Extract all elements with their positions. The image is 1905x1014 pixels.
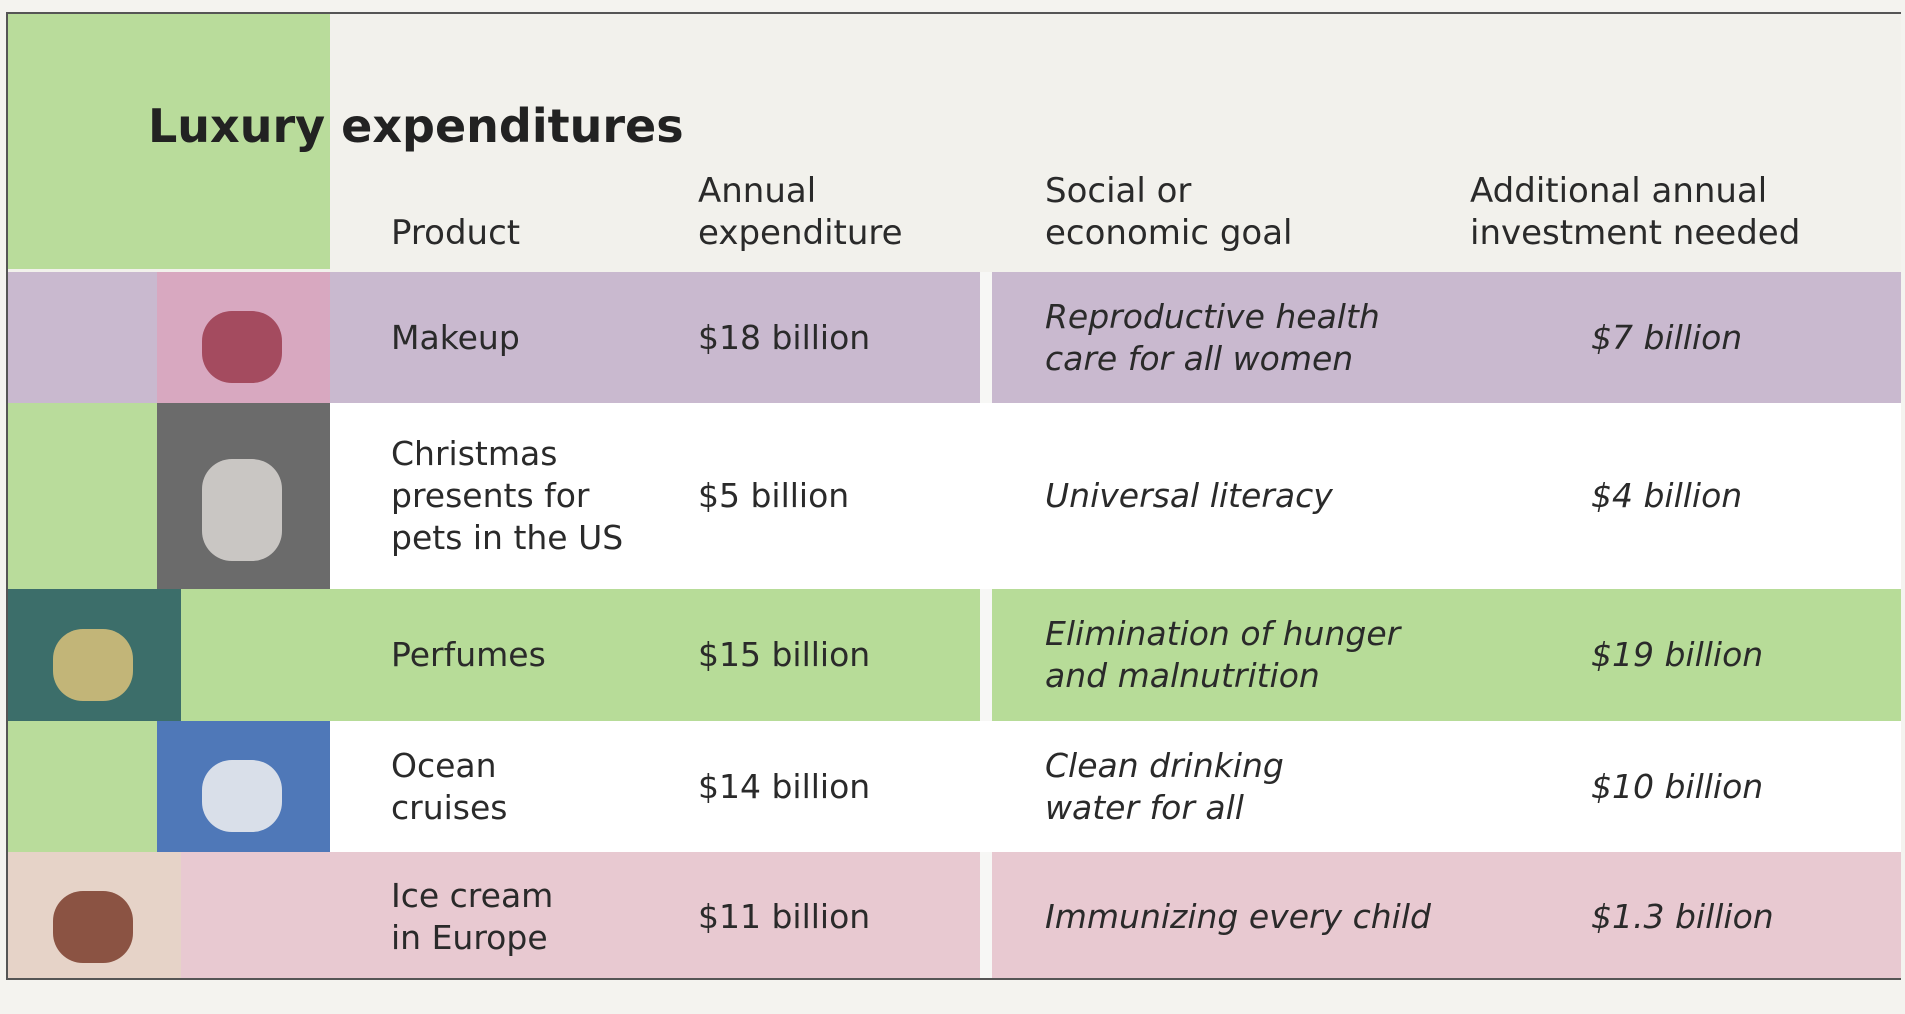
table-frame: Luxury expenditures Product Annual expend… — [6, 12, 1901, 980]
table-cell: $10 billion — [1591, 721, 1763, 852]
table-cell: Universal literacy — [1045, 403, 1333, 589]
table-cell: Immunizing every child — [1045, 852, 1431, 980]
column-header: Product — [391, 164, 520, 254]
table-cell: $5 billion — [698, 403, 849, 589]
table-cell: $14 billion — [698, 721, 870, 852]
column-header: Annual expenditure — [698, 164, 903, 254]
table-cell: Reproductive health care for all women — [1045, 272, 1380, 403]
product-image — [157, 272, 330, 403]
image-detail — [202, 459, 282, 561]
table-cell: $11 billion — [698, 852, 870, 980]
table-cell: $1.3 billion — [1591, 852, 1774, 980]
product-image — [8, 589, 181, 721]
table-cell: $18 billion — [698, 272, 870, 403]
table-cell: Makeup — [391, 272, 520, 403]
image-detail — [53, 891, 133, 963]
product-image — [157, 721, 330, 852]
column-gap — [980, 272, 992, 403]
table-cell: $15 billion — [698, 589, 870, 721]
table-cell: Ice cream in Europe — [391, 852, 553, 980]
title: Luxury expenditures — [148, 99, 684, 153]
table-cell: $19 billion — [1591, 589, 1763, 721]
column-header: Additional annual investment needed — [1470, 164, 1800, 254]
column-gap — [980, 589, 992, 721]
image-detail — [202, 760, 282, 832]
row-left-band — [8, 721, 157, 852]
product-image — [157, 403, 330, 589]
row-left-band — [8, 403, 157, 589]
table-cell: $7 billion — [1591, 272, 1742, 403]
table-cell: Elimination of hunger and malnutrition — [1045, 589, 1400, 721]
table-cell: Christmas presents for pets in the US — [391, 403, 623, 589]
table-cell: $4 billion — [1591, 403, 1742, 589]
product-image — [8, 852, 181, 980]
page: Luxury expenditures Product Annual expend… — [0, 0, 1905, 1014]
table-cell: Clean drinking water for all — [1045, 721, 1284, 852]
table-cell: Ocean cruises — [391, 721, 507, 852]
column-gap — [980, 852, 992, 980]
image-detail — [53, 629, 133, 702]
row-left-band — [8, 272, 157, 403]
image-detail — [202, 311, 282, 383]
table-cell: Perfumes — [391, 589, 546, 721]
column-header: Social or economic goal — [1045, 164, 1293, 254]
